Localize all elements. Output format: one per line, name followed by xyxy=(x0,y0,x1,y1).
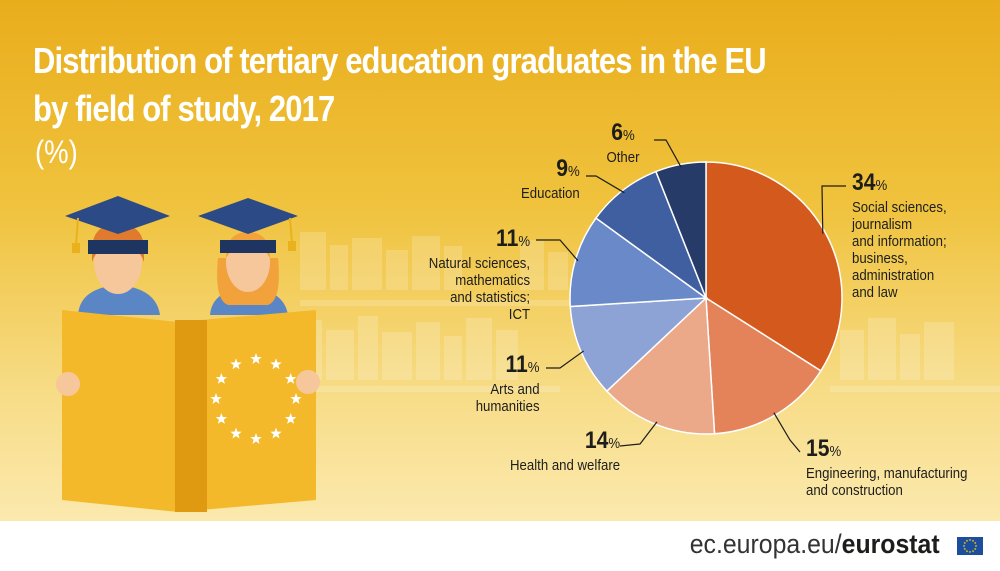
star-icon xyxy=(215,373,228,384)
leader-line xyxy=(773,412,801,453)
footer-brand: eurostat xyxy=(841,529,940,559)
slice-natural-sciences xyxy=(569,217,709,308)
slice-other xyxy=(654,161,707,299)
eurostat-brand[interactable]: ec.europa.eu/eurostat xyxy=(690,529,940,560)
leader-line xyxy=(619,421,658,447)
leader-line xyxy=(546,350,585,369)
bookshelf-decoration xyxy=(0,0,1000,521)
leader-line xyxy=(586,175,625,194)
star-icon xyxy=(973,547,977,551)
star-icon xyxy=(270,427,282,439)
unit-label: (%) xyxy=(35,134,78,170)
star-icon xyxy=(290,393,302,404)
label-engineering: 15% Engineering, manufacturing and constr… xyxy=(806,435,968,500)
star-icon xyxy=(215,413,228,424)
star-icon xyxy=(963,547,967,551)
star-icon xyxy=(965,549,969,553)
label-social-sciences: 34% Social sciences, journalism and infor… xyxy=(852,169,947,302)
star-icon xyxy=(971,539,975,542)
leader-line xyxy=(654,139,682,168)
label-education: 9% Education xyxy=(521,155,580,203)
eu-flag-icon xyxy=(957,537,983,555)
chart-title-line-1: Distribution of tertiary education gradu… xyxy=(33,40,767,81)
star-icon xyxy=(968,550,972,554)
eu-stars xyxy=(210,353,302,444)
star-icon xyxy=(270,358,282,370)
slice-health xyxy=(605,296,716,435)
star-icon xyxy=(210,393,222,404)
leader-line xyxy=(821,185,846,234)
star-icon xyxy=(250,433,262,444)
open-book xyxy=(56,310,320,512)
star-icon xyxy=(973,541,977,545)
star-icon xyxy=(284,413,297,424)
star-icon xyxy=(284,373,297,384)
star-icon xyxy=(250,353,262,364)
pie-chart xyxy=(536,139,846,453)
star-icon xyxy=(962,544,966,548)
graduates-illustration xyxy=(56,196,320,512)
star-icon xyxy=(963,541,967,545)
footer xyxy=(0,521,1000,571)
label-other: 6% Other xyxy=(606,119,640,167)
star-icon xyxy=(971,549,975,553)
label-arts: 11% Arts and humanities xyxy=(476,351,540,416)
star-icon xyxy=(230,358,242,370)
graduate-right-figure xyxy=(198,198,298,315)
label-health: 14% Health and welfare xyxy=(509,427,620,475)
star-icon xyxy=(968,538,972,542)
footer-domain: ec.europa.eu/ xyxy=(690,529,842,559)
chart-title-line-2: by field of study, 2017 xyxy=(33,88,335,129)
star-icon xyxy=(230,427,242,439)
star-icon xyxy=(974,544,978,548)
leader-line xyxy=(536,239,579,262)
star-icon xyxy=(965,539,969,542)
slice-social-sciences xyxy=(705,161,843,372)
label-natural-sciences: 11% Natural sciences, mathematics and sta… xyxy=(428,225,530,324)
graduate-left-figure xyxy=(65,196,170,315)
